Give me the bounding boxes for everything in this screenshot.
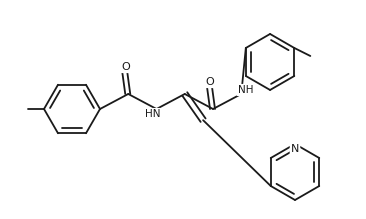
Text: NH: NH bbox=[238, 85, 253, 95]
Text: O: O bbox=[121, 62, 130, 72]
Text: O: O bbox=[206, 77, 214, 87]
Text: N: N bbox=[291, 144, 299, 154]
Text: HN: HN bbox=[145, 109, 160, 119]
